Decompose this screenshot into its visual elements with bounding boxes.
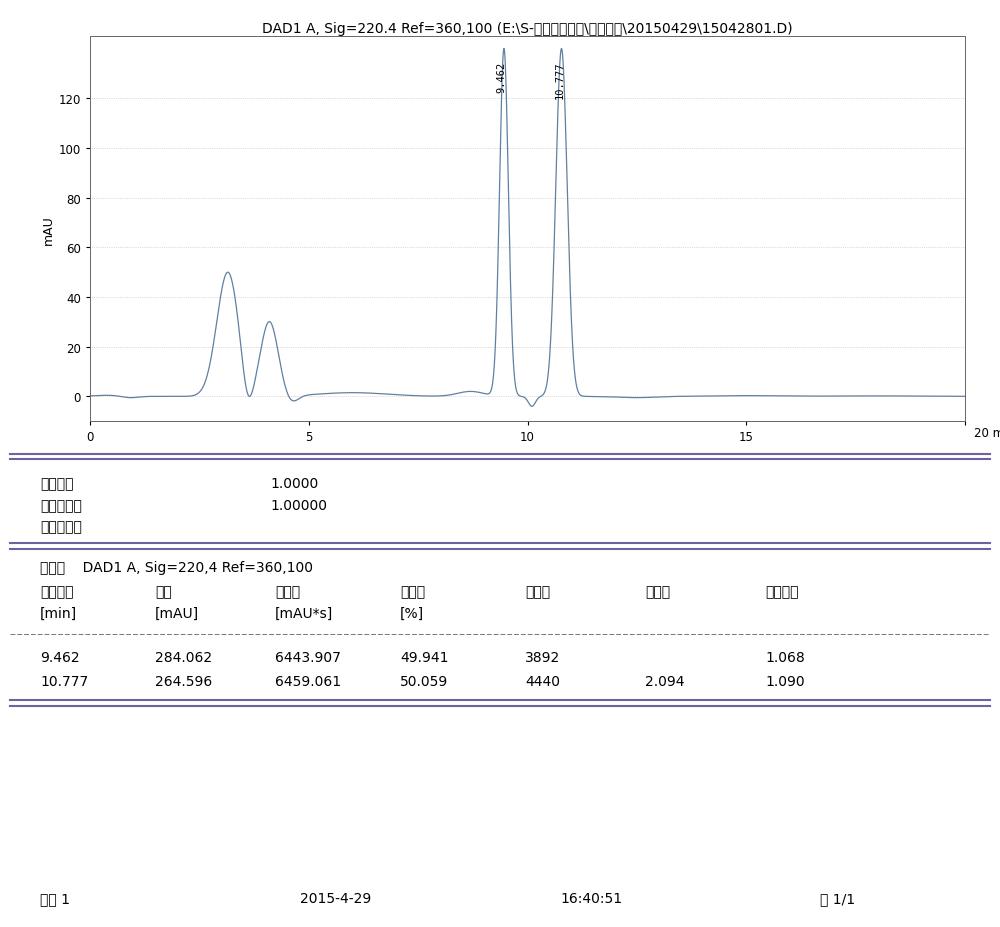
Text: 1.090: 1.090 [765, 674, 805, 688]
Text: 峰面积: 峰面积 [400, 585, 425, 599]
Text: 284.062: 284.062 [155, 650, 212, 664]
Text: 保留时间: 保留时间 [40, 585, 74, 599]
Text: 49.941: 49.941 [400, 650, 448, 664]
Text: [min]: [min] [40, 606, 77, 621]
Text: 6443.907: 6443.907 [275, 650, 341, 664]
Text: 2015-4-29: 2015-4-29 [300, 891, 371, 905]
Y-axis label: mAU: mAU [41, 214, 54, 245]
Text: 50.059: 50.059 [400, 674, 448, 688]
Text: 10.777: 10.777 [40, 674, 88, 688]
Text: 乘积因子: 乘积因子 [40, 476, 74, 490]
Text: 稀释因子：: 稀释因子： [40, 498, 82, 513]
Text: 4440: 4440 [525, 674, 560, 688]
Text: 拖尾因子: 拖尾因子 [765, 585, 798, 599]
Text: 10.777: 10.777 [554, 62, 564, 99]
Text: 3892: 3892 [525, 650, 560, 664]
Text: 6459.061: 6459.061 [275, 674, 341, 688]
Text: 分离度: 分离度 [645, 585, 670, 599]
Text: 16:40:51: 16:40:51 [560, 891, 622, 905]
Text: 2.094: 2.094 [645, 674, 684, 688]
Text: 可用信号：: 可用信号： [40, 520, 82, 534]
Text: [%]: [%] [400, 606, 424, 621]
Text: 页 1/1: 页 1/1 [820, 891, 855, 905]
Text: 20 min: 20 min [974, 426, 1000, 439]
Text: 信号：    DAD1 A, Sig=220,4 Ref=360,100: 信号： DAD1 A, Sig=220,4 Ref=360,100 [40, 561, 313, 575]
Text: 9.462: 9.462 [497, 62, 507, 93]
Text: [mAU]: [mAU] [155, 606, 199, 621]
Text: 264.596: 264.596 [155, 674, 212, 688]
Title: DAD1 A, Sig=220.4 Ref=360,100 (E:\S-盐酸马尼地平\合成工艺\20150429\15042801.D): DAD1 A, Sig=220.4 Ref=360,100 (E:\S-盐酸马尼… [262, 22, 793, 36]
Text: 付器 1: 付器 1 [40, 891, 70, 905]
Text: 9.462: 9.462 [40, 650, 80, 664]
Text: 1.068: 1.068 [765, 650, 805, 664]
Text: 塔板数: 塔板数 [525, 585, 550, 599]
Text: 1.00000: 1.00000 [270, 498, 327, 513]
Text: [mAU*s]: [mAU*s] [275, 606, 333, 621]
Text: 1.0000: 1.0000 [270, 476, 318, 490]
Text: 峰面积: 峰面积 [275, 585, 300, 599]
Text: 峰高: 峰高 [155, 585, 172, 599]
